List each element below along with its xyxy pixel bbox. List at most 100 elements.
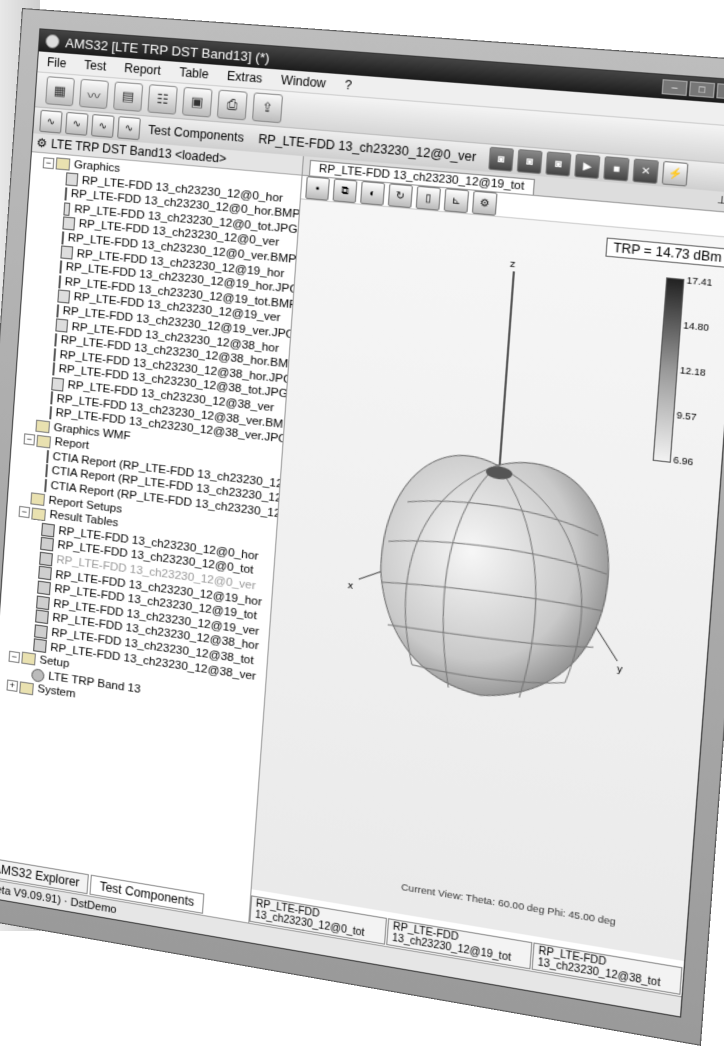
component-tree: − Graphics RP_LTE-FDD 13_ch23230_12@0_hor… [0, 152, 302, 832]
graphic-file-icon [59, 260, 62, 273]
graph-icon[interactable]: ∿ [65, 112, 88, 136]
export-icon[interactable]: ⇪ [252, 92, 283, 123]
graphic-file-icon [57, 290, 70, 304]
legend-label: 9.57 [676, 410, 718, 425]
graphic-file-icon [50, 392, 53, 405]
minimize-button[interactable]: – [662, 79, 688, 96]
run-icon[interactable]: ▶ [574, 154, 600, 179]
tools-icon[interactable]: ✕ [633, 159, 660, 185]
folder-icon [19, 681, 34, 695]
graphic-file-icon [64, 187, 67, 200]
table-file-icon [37, 581, 51, 596]
menu-help[interactable]: ? [335, 77, 362, 93]
legend-label: 12.18 [680, 365, 722, 380]
collapse-icon[interactable]: − [24, 433, 36, 445]
x-axis-label: x [347, 581, 353, 592]
image-icon[interactable]: ▣ [182, 87, 213, 118]
app-icon [45, 34, 60, 49]
folder-icon [31, 507, 46, 521]
table-file-icon [36, 595, 50, 610]
menu-window[interactable]: Window [271, 72, 336, 91]
table-icon[interactable]: ▦ [45, 76, 75, 106]
collapse-icon[interactable]: − [19, 506, 31, 518]
copy-icon[interactable]: ⧉ [333, 179, 358, 204]
legend-label: 6.96 [673, 455, 715, 470]
main-area: ⚙ LTE TRP DST Band13 <loaded> − Graphics … [0, 133, 724, 997]
graphic-file-icon [52, 362, 55, 375]
settings-icon[interactable]: ⚙ [472, 191, 498, 216]
app-window: AMS32 [LTE TRP DST Band13] (*) – □ x Fil… [0, 28, 724, 1017]
z-axis-line [499, 271, 514, 481]
menu-test[interactable]: Test [75, 57, 116, 74]
z-axis-label: z [510, 259, 516, 270]
table-file-icon [34, 624, 48, 639]
current-view-readout: Current View: Theta: 60.00 deg Phi: 45.0… [401, 882, 616, 929]
page-icon[interactable]: ▯ [416, 186, 441, 211]
plug-icon[interactable]: ⚡ [662, 161, 689, 187]
menu-table[interactable]: Table [170, 64, 219, 82]
tree-icon[interactable]: ☷ [147, 84, 177, 115]
table-file-icon [33, 639, 47, 654]
legend-label: 17.41 [686, 275, 724, 290]
graphic-file-icon [60, 246, 73, 260]
expand-icon[interactable]: + [6, 680, 18, 692]
database-icon[interactable]: ◙ [488, 147, 514, 172]
collapse-icon[interactable]: − [8, 651, 20, 663]
folder-icon [21, 652, 36, 666]
axis-icon[interactable]: ⊾ [444, 188, 470, 213]
pin-icon[interactable]: ⊥ [707, 193, 724, 209]
color-legend-labels: 17.41 14.80 12.18 9.57 6.96 [714, 279, 724, 472]
chart-icon[interactable]: 〰 [79, 79, 109, 109]
graphic-file-icon [49, 406, 52, 419]
graphic-file-icon [62, 217, 75, 231]
save-icon[interactable]: ▪ [305, 176, 330, 201]
folder-icon [36, 434, 51, 448]
folder-icon [56, 158, 71, 171]
stop-icon[interactable]: ■ [603, 156, 629, 181]
graphic-file-icon [63, 202, 70, 216]
folder-icon [30, 492, 45, 506]
table-file-icon [39, 552, 53, 567]
table-file-icon [40, 537, 54, 552]
menu-extras[interactable]: Extras [217, 68, 272, 86]
graph-icon[interactable]: ∿ [39, 110, 62, 134]
test-components-label: Test Components [148, 123, 245, 145]
folder-icon [35, 420, 50, 434]
setup-gear-icon [31, 668, 45, 683]
graphic-file-icon [55, 319, 68, 333]
menu-report[interactable]: Report [115, 60, 171, 78]
graphic-file-icon [53, 348, 56, 361]
maximize-button[interactable]: □ [689, 81, 715, 98]
database-delete-icon[interactable]: ◙ [545, 151, 571, 176]
graphics-panel: RP_LTE-FDD 13_ch23230_12@19_tot ⊥ ▪ ⧉ ◐ … [249, 156, 724, 997]
table-file-icon [41, 522, 55, 537]
graph-icon[interactable]: ∿ [117, 116, 141, 140]
3d-pattern-view: z x y [276, 221, 671, 754]
graphic-file-icon [65, 173, 78, 187]
legend-label: 14.80 [683, 320, 724, 335]
table-file-icon [38, 566, 52, 581]
menu-file[interactable]: File [38, 54, 76, 71]
database-save-icon[interactable]: ◙ [517, 149, 543, 174]
gear-icon: ⚙ [36, 136, 48, 151]
rotate-icon[interactable]: ↻ [388, 183, 413, 208]
report-file-icon [44, 479, 47, 492]
report-file-icon [46, 450, 49, 463]
collapse-icon[interactable]: − [43, 157, 55, 169]
report-file-icon [45, 464, 48, 477]
graphic-file-icon [58, 275, 61, 288]
graph-icon[interactable]: ∿ [91, 114, 115, 138]
print-icon[interactable]: ⎙ [217, 90, 248, 121]
y-axis-label: y [616, 664, 624, 676]
graphic-file-icon [51, 377, 64, 391]
radiation-plot: TRP = 14.73 dBm 17.41 14.80 12.18 9.57 6… [252, 199, 724, 961]
view-icon[interactable]: ◐ [360, 181, 385, 206]
graphic-file-icon [54, 333, 57, 346]
window-controls: – □ x [662, 79, 724, 100]
close-button[interactable]: x [716, 83, 724, 100]
graphic-file-icon [61, 231, 64, 244]
monitor-frame: AMS32 [LTE TRP DST Band13] (*) – □ x Fil… [0, 8, 724, 1046]
report-icon[interactable]: ▤ [113, 81, 143, 112]
graphic-file-icon [56, 304, 59, 317]
table-file-icon [35, 610, 49, 625]
